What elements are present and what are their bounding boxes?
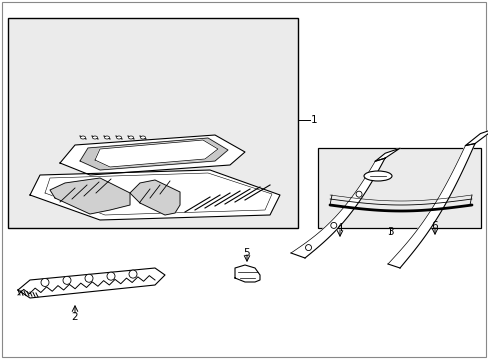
Bar: [317, 148, 480, 228]
Polygon shape: [235, 265, 260, 282]
Polygon shape: [374, 148, 399, 161]
Polygon shape: [465, 129, 488, 145]
Polygon shape: [50, 178, 130, 214]
Polygon shape: [80, 138, 227, 170]
Circle shape: [85, 274, 93, 282]
Bar: [8, 18, 297, 228]
Polygon shape: [387, 144, 474, 268]
Ellipse shape: [92, 136, 97, 139]
Polygon shape: [130, 180, 180, 215]
Text: 3: 3: [386, 227, 392, 237]
Circle shape: [129, 270, 137, 278]
Circle shape: [41, 278, 49, 287]
Text: 6: 6: [431, 221, 437, 231]
Ellipse shape: [140, 136, 145, 139]
Circle shape: [330, 222, 336, 228]
Ellipse shape: [128, 136, 133, 139]
Circle shape: [63, 276, 71, 284]
Ellipse shape: [104, 136, 109, 139]
Text: 4: 4: [336, 223, 343, 233]
Circle shape: [305, 244, 311, 251]
Ellipse shape: [81, 136, 85, 139]
Text: 5: 5: [243, 248, 250, 258]
Polygon shape: [60, 135, 244, 175]
Polygon shape: [30, 170, 280, 220]
Circle shape: [107, 272, 115, 280]
Polygon shape: [290, 158, 384, 258]
Text: 1: 1: [310, 115, 317, 125]
Polygon shape: [18, 268, 164, 298]
Circle shape: [355, 191, 361, 197]
Ellipse shape: [116, 136, 121, 139]
Polygon shape: [95, 140, 218, 167]
Ellipse shape: [363, 171, 391, 181]
Text: 2: 2: [72, 312, 78, 322]
